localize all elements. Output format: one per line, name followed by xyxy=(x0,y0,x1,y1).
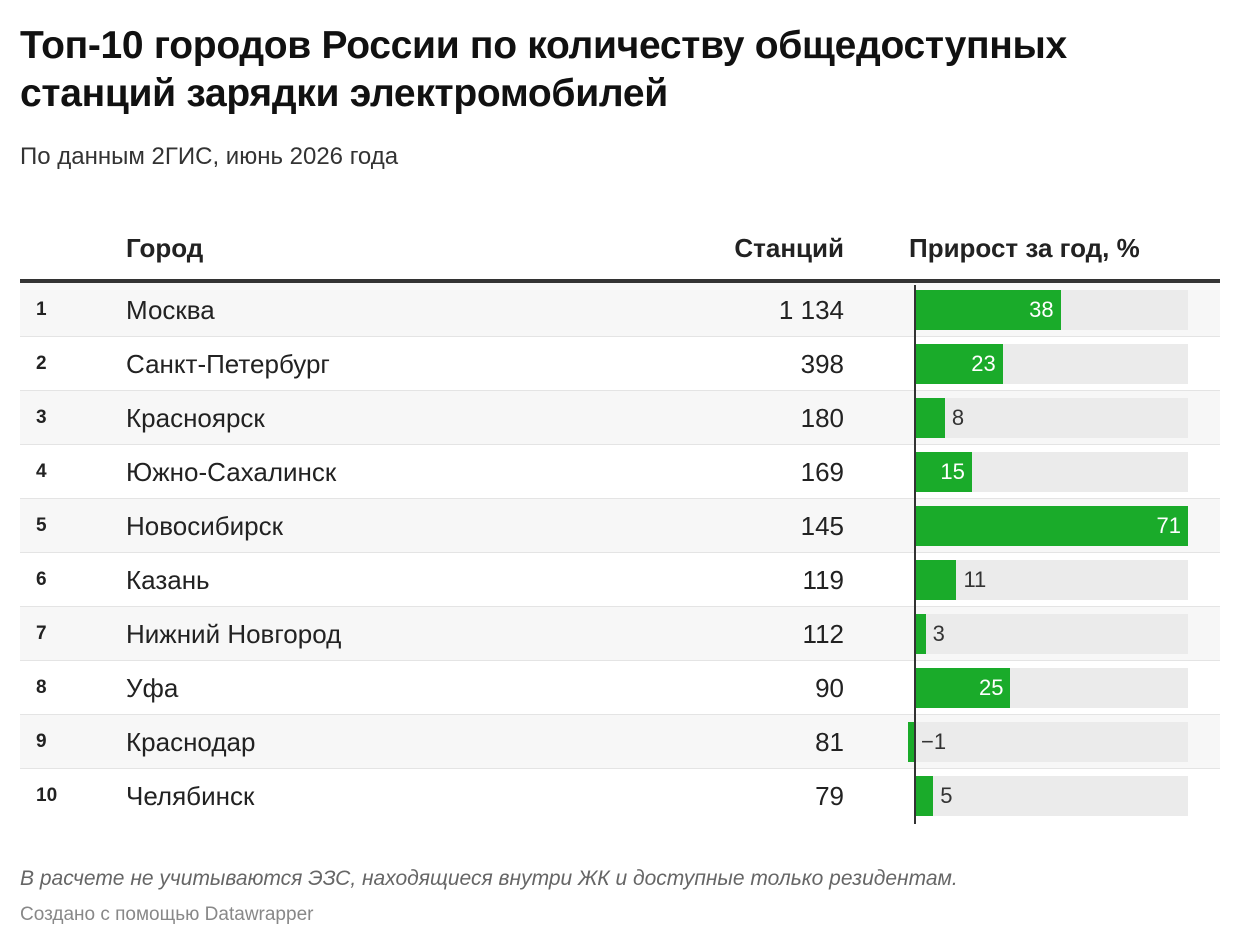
table-row: 4 Южно-Сахалинск 169 15 xyxy=(20,445,1220,499)
chart-subtitle: По данным 2ГИС, июнь 2026 года xyxy=(20,143,399,170)
growth-label: 25 xyxy=(979,675,1004,700)
growth-bar-track xyxy=(915,398,1188,438)
credit-link[interactable]: Создано с помощью Datawrapper xyxy=(20,904,314,925)
data-table: Город Станций Прирост за год, % 1 Москва 1… xyxy=(20,220,1220,823)
growth-label: 71 xyxy=(1156,513,1181,538)
growth-bar xyxy=(914,344,1003,384)
growth-bar-track xyxy=(915,560,1188,600)
row-city: Нижний Новгород xyxy=(126,619,342,649)
growth-bar xyxy=(914,614,926,654)
row-stations: 119 xyxy=(802,565,844,595)
row-rank: 8 xyxy=(36,677,47,698)
row-stations: 81 xyxy=(815,727,844,757)
row-stations: 79 xyxy=(815,781,844,811)
growth-label: 38 xyxy=(1029,297,1054,322)
growth-bar xyxy=(914,506,1188,546)
row-stations: 398 xyxy=(800,349,844,379)
row-rank: 9 xyxy=(36,731,47,752)
row-rank: 3 xyxy=(36,407,47,428)
growth-bar xyxy=(914,398,945,438)
header-growth: Прирост за год, % xyxy=(909,233,1140,263)
growth-bar xyxy=(908,722,914,762)
row-rank: 2 xyxy=(36,353,47,374)
row-rank: 10 xyxy=(36,785,58,806)
row-rank: 1 xyxy=(36,299,47,320)
growth-label: 3 xyxy=(932,621,945,646)
growth-label: 15 xyxy=(940,459,965,484)
growth-label: 11 xyxy=(963,567,987,592)
header-city: Город xyxy=(126,233,204,263)
row-city: Южно-Сахалинск xyxy=(126,457,337,487)
row-city: Москва xyxy=(126,295,215,325)
row-stations: 1 134 xyxy=(778,295,844,325)
table-row: 9 Краснодар 81 −1 xyxy=(20,715,1220,769)
table-row: 8 Уфа 90 25 xyxy=(20,661,1220,715)
table-header: Город Станций Прирост за год, % xyxy=(20,220,1220,283)
row-stations: 145 xyxy=(800,511,844,541)
growth-label: 23 xyxy=(971,351,996,376)
row-rank: 4 xyxy=(36,461,47,482)
row-rank: 5 xyxy=(36,515,47,536)
growth-bar xyxy=(914,668,1011,708)
row-city: Челябинск xyxy=(126,781,255,811)
table-row: 5 Новосибирск 145 71 xyxy=(20,499,1220,553)
header-stations: Станций xyxy=(734,233,844,263)
row-stations: 90 xyxy=(815,673,844,703)
chart-title: Топ-10 городов России по количеству обще… xyxy=(20,24,1067,115)
growth-bar-track xyxy=(915,614,1188,654)
row-rank: 6 xyxy=(36,569,47,590)
row-city: Санкт-Петербург xyxy=(126,349,330,379)
table-row: 6 Казань 119 11 xyxy=(20,553,1220,607)
growth-label: 8 xyxy=(951,405,965,430)
growth-bar-track xyxy=(915,722,1188,762)
table-body: 1 Москва 1 134 38 2 Санкт-Петербург 398 23 3 Крас… xyxy=(20,283,1220,823)
growth-bar xyxy=(914,290,1061,330)
table-row: 1 Москва 1 134 38 xyxy=(20,283,1220,337)
row-city: Краснодар xyxy=(126,727,256,757)
growth-bar xyxy=(914,560,957,600)
bar-zero-line xyxy=(914,285,916,824)
growth-bar xyxy=(914,452,972,492)
table-row: 7 Нижний Новгород 112 3 xyxy=(20,607,1220,661)
growth-label: −1 xyxy=(921,729,947,754)
row-city: Новосибирск xyxy=(126,511,283,541)
row-city: Красноярск xyxy=(126,403,265,433)
table-row: 10 Челябинск 79 5 xyxy=(20,769,1220,823)
row-stations: 169 xyxy=(800,457,844,487)
growth-label: 5 xyxy=(940,783,953,808)
growth-bar-track xyxy=(915,776,1188,816)
row-rank: 7 xyxy=(36,623,47,644)
row-city: Уфа xyxy=(126,673,179,703)
footnote: В расчете не учитываются ЭЗС, находящиес… xyxy=(20,867,958,890)
growth-bar xyxy=(914,776,934,816)
row-city: Казань xyxy=(126,565,210,595)
row-stations: 112 xyxy=(802,619,844,649)
table-row: 2 Санкт-Петербург 398 23 xyxy=(20,337,1220,391)
row-stations: 180 xyxy=(800,403,844,433)
table-row: 3 Красноярск 180 8 xyxy=(20,391,1220,445)
